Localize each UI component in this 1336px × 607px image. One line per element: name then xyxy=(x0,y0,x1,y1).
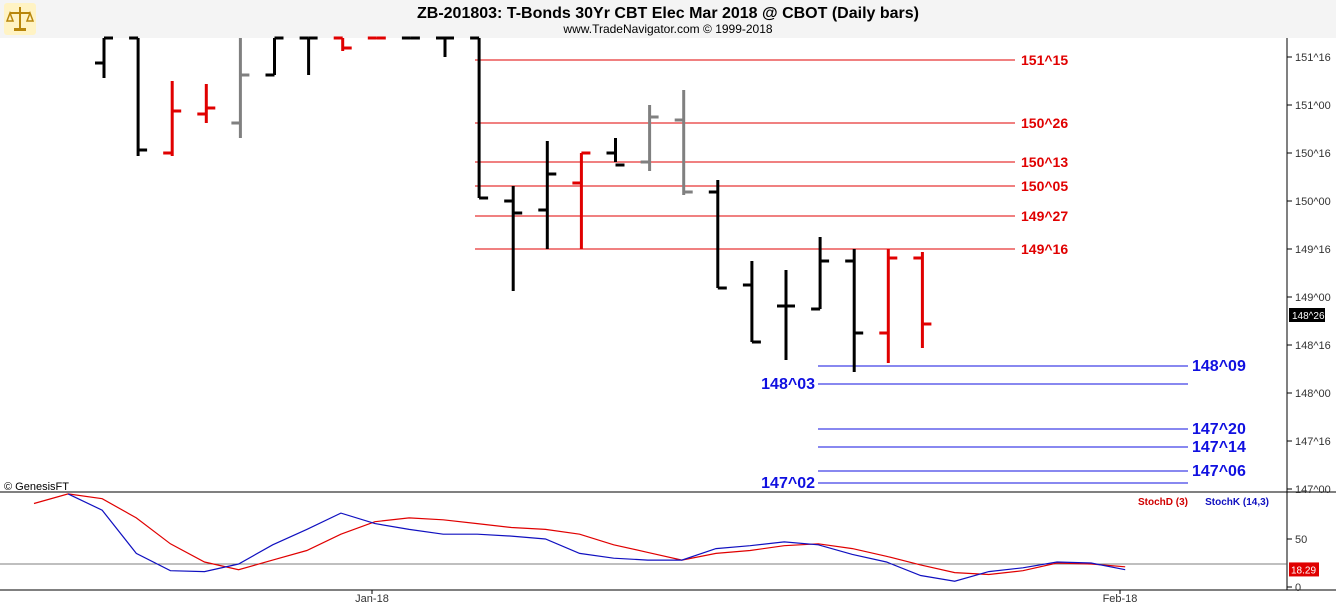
current-price-badge xyxy=(1289,308,1325,322)
y-tick-label: 147^00 xyxy=(1295,484,1331,496)
price-bar xyxy=(470,36,489,200)
level-label: 149^27 xyxy=(1021,208,1068,224)
price-bar xyxy=(913,252,932,348)
y-tick-label: 150^00 xyxy=(1295,196,1331,208)
stoch-value-label: 18.29 xyxy=(1291,565,1316,576)
price-bar xyxy=(606,138,625,167)
price-bar xyxy=(197,84,216,123)
stoch-tick-label: 0 xyxy=(1295,582,1301,594)
stoch-tick-label: 50 xyxy=(1295,534,1307,546)
price-bar xyxy=(401,36,420,40)
price-bar xyxy=(640,105,659,171)
price-bar xyxy=(333,36,352,51)
header-band xyxy=(0,0,1336,38)
chart-subtitle: www.TradeNavigator.com © 1999-2018 xyxy=(562,22,772,36)
chart-title: ZB-201803: T-Bonds 30Yr CBT Elec Mar 201… xyxy=(417,5,919,22)
levels-layer: 151^15 150^26 150^13 150^05 149^27 149^16 148^… xyxy=(475,52,1246,492)
x-axis-ticks: Jan-18 Feb-18 xyxy=(355,590,1137,605)
level-label: 147^14 xyxy=(1192,439,1246,456)
y-tick-label: 151^16 xyxy=(1295,52,1331,64)
price-bar xyxy=(845,249,864,372)
stoch-k-line xyxy=(67,493,1126,582)
y-tick-label: 149^00 xyxy=(1295,292,1331,304)
current-price-label: 148^26 xyxy=(1292,311,1325,322)
credit-label: © GenesisFT xyxy=(4,481,69,493)
price-bar xyxy=(777,270,795,360)
price-bar xyxy=(367,36,386,40)
y-tick-label: 151^00 xyxy=(1295,100,1331,112)
logo-icon xyxy=(4,3,36,35)
level-label: 147^20 xyxy=(1192,421,1246,438)
price-bar xyxy=(265,36,284,77)
level-label: 149^16 xyxy=(1021,241,1068,257)
price-bars xyxy=(95,36,932,372)
price-bar xyxy=(708,180,727,290)
x-tick-label: Feb-18 xyxy=(1103,593,1138,605)
level-label: 151^15 xyxy=(1021,52,1068,68)
level-label: 150^26 xyxy=(1021,115,1068,131)
level-label: 147^02 xyxy=(761,475,815,492)
y-tick-label: 148^00 xyxy=(1295,388,1331,400)
price-bar xyxy=(436,36,454,57)
stoch-d-line xyxy=(33,493,1126,576)
y-tick-label: 147^16 xyxy=(1295,436,1331,448)
price-y-ticks: 147^00 147^16 148^00 148^16 149^00 149^16 150^… xyxy=(1287,52,1331,496)
y-tick-label: 150^16 xyxy=(1295,148,1331,160)
level-label: 147^06 xyxy=(1192,463,1246,480)
legend-stoch-k: StochK (14,3) xyxy=(1205,497,1269,508)
price-bar xyxy=(129,36,148,156)
x-tick-label: Jan-18 xyxy=(355,593,389,605)
stoch-value-badge xyxy=(1289,562,1319,577)
legend-stoch-d: StochD (3) xyxy=(1138,497,1188,508)
level-label: 148^09 xyxy=(1192,358,1246,375)
level-label: 150^05 xyxy=(1021,178,1068,194)
stoch-y-ticks: 50 0 18.29 xyxy=(1287,534,1319,594)
level-label: 150^13 xyxy=(1021,154,1068,170)
price-bar xyxy=(504,186,523,291)
price-bar xyxy=(538,141,557,249)
price-bar xyxy=(879,249,898,363)
price-bar xyxy=(299,36,318,75)
level-label: 148^03 xyxy=(761,376,815,393)
stochastic-pane: StochD (3) StochK (14,3) xyxy=(33,493,1269,582)
price-bar xyxy=(95,36,113,78)
y-tick-label: 148^16 xyxy=(1295,340,1331,352)
price-bar xyxy=(811,237,830,311)
price-bar xyxy=(163,81,182,156)
y-tick-label: 149^16 xyxy=(1295,244,1331,256)
price-bar xyxy=(572,151,591,249)
price-bar xyxy=(674,90,693,195)
price-bar xyxy=(742,261,761,344)
price-bar xyxy=(231,38,250,138)
